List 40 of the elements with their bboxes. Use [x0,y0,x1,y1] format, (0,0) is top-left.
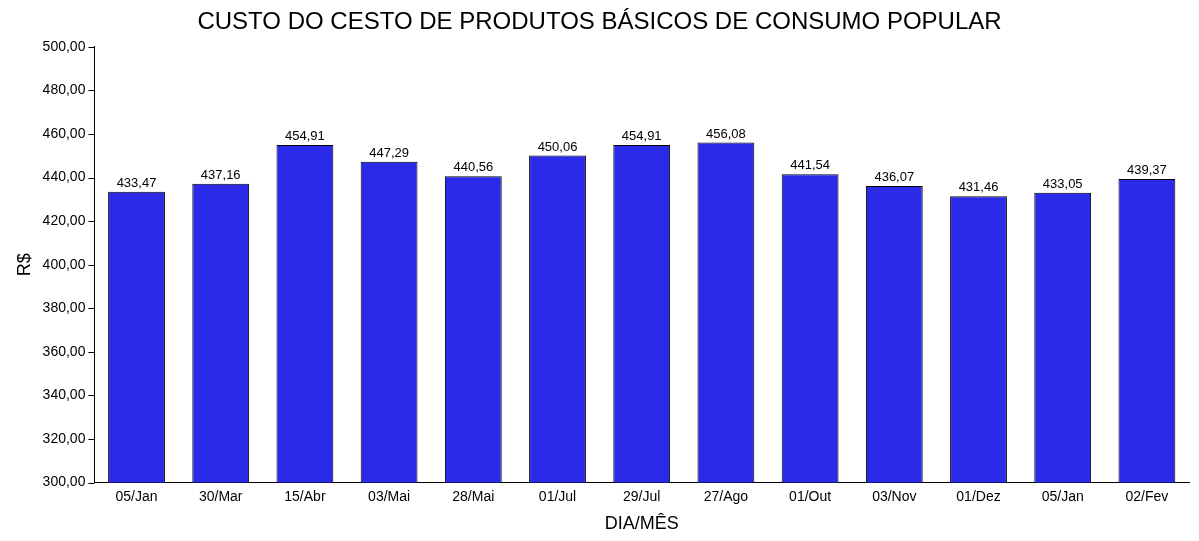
data-label: 431,46 [958,179,999,195]
data-label: 454,91 [285,128,325,144]
x-tick-label: 05/Jan [1041,487,1084,504]
x-tick-label: 01/Jul [538,487,577,504]
y-tick-label: 380,00 [42,299,86,316]
y-tick-label: 320,00 [42,429,86,446]
x-tick-label: 15/Abr [284,487,326,504]
x-tick-label: 29/Jul [623,487,661,504]
x-tick-label: 30/Mar [198,487,243,504]
y-tick-label: 460,00 [42,124,86,141]
y-tick-label: 300,00 [42,473,86,490]
x-tick-label: 03/Mai [368,487,411,504]
data-label: 450,06 [537,138,578,154]
chart-title: CUSTO DO CESTO DE PRODUTOS BÁSICOS DE CONSUMO POPULAR [197,7,1002,35]
y-tick-label: 500,00 [42,37,86,54]
data-label: 440,56 [453,159,494,175]
data-label: 456,08 [706,125,746,141]
data-label: 441,54 [790,157,830,173]
y-tick-label: 440,00 [42,168,86,185]
x-tick-label: 05/Jan [115,487,158,504]
y-tick-label: 400,00 [42,255,86,272]
x-tick-label: 27/Ago [703,487,749,504]
data-label: 433,47 [116,174,157,190]
x-tick-label: 01/Out [789,487,832,504]
y-tick-label: 360,00 [42,342,86,359]
data-label: 433,05 [1042,175,1083,191]
y-tick-label: 480,00 [42,81,86,98]
x-tick-label: 01/Dez [956,487,1001,504]
y-tick-label: 340,00 [42,386,86,403]
y-tick-label: 420,00 [42,211,86,228]
x-tick-label: 03/Nov [872,487,917,504]
data-label: 437,16 [200,166,241,182]
x-tick-label: 28/Mai [452,487,495,504]
x-axis-title: DIA/MÊS [604,513,679,534]
x-tick-label: 02/Fev [1125,487,1169,504]
data-label: 439,37 [1127,161,1167,177]
data-label: 436,07 [874,169,915,185]
data-label: 454,91 [621,128,662,144]
y-axis-title: R$ [13,253,34,277]
data-label: 447,29 [369,144,409,160]
